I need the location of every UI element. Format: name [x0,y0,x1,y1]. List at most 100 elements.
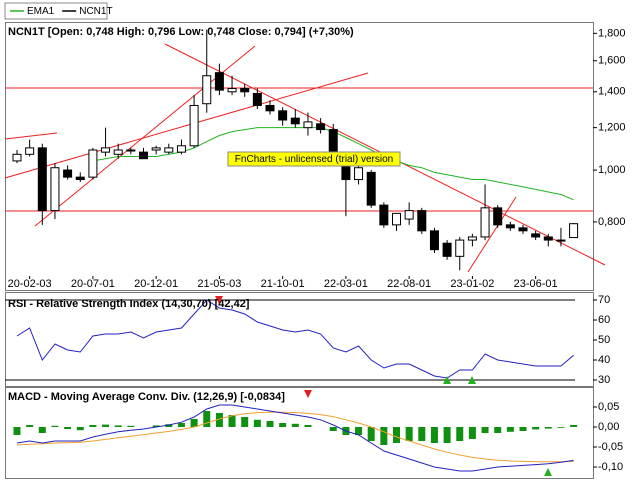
buy-signal [544,468,552,476]
candle-body [303,121,313,129]
histogram-bar [89,425,97,427]
x-tick-label: 21-05-03 [197,278,241,290]
histogram-bar [544,427,552,429]
candle-body [531,233,541,238]
candle-body [227,87,237,93]
histogram-bar [570,425,578,427]
main-panel-frame [5,22,594,291]
candle-body [252,92,262,106]
candle-body [202,75,212,105]
candle-body [290,117,300,125]
candle-body [278,110,288,121]
candle-body [442,242,452,257]
candle-body [113,149,123,155]
candle-body [214,72,224,91]
histogram-bar [76,427,84,431]
histogram-bar [114,425,122,427]
histogram-bar [557,427,565,428]
series-line [16,404,574,472]
watermark-box [227,151,401,167]
candle-body [101,147,111,153]
series-line [16,411,574,463]
candle-body [189,104,199,147]
candle-body [518,227,528,232]
macd-panel-frame [5,387,594,479]
x-tick-label: 20-02-03 [8,278,52,290]
candle-body [493,207,503,226]
histogram-bar [443,427,451,443]
candle-body [63,169,73,178]
x-tick-label: 20-12-01 [134,278,178,290]
y-tick-label: 60 [598,314,610,326]
candle-body [126,149,136,152]
y-tick-label: 0,05 [598,401,619,413]
y-tick-label: 1,800 [598,27,626,39]
candle-body [569,223,579,239]
y-tick-label: 0,00 [598,421,619,433]
legend-label: NCN1T [79,6,112,17]
histogram-bar [355,427,363,435]
chart-title: NCN1T [Open: 0,748 High: 0,796 Low: 0,74… [8,26,354,38]
candle-body [480,207,490,238]
macd-title: MACD - Moving Average Conv. Div. (12,26,… [8,391,285,403]
y-tick-label: 0,800 [598,216,626,228]
candle-body [467,236,477,241]
histogram-bar [26,425,34,427]
histogram-bar [393,427,400,443]
histogram-bar [51,425,59,427]
y-tick-label: 1,600 [598,55,626,67]
x-tick-label: 21-10-01 [261,278,305,290]
histogram-bar [203,411,211,427]
candle-body [417,210,427,232]
series-line [16,299,574,379]
candle-body [543,236,553,241]
watermark: FnCharts - unlicensed (trial) version [235,154,393,165]
y-tick-label: -0,10 [598,461,623,473]
histogram-bar [494,427,502,433]
histogram-bar [190,419,198,427]
histogram-bar [418,427,426,441]
candle-body [316,123,326,131]
y-tick-label: 50 [598,334,610,346]
histogram-bar [405,427,413,441]
sell-signal [304,390,312,398]
x-tick-label: 22-08-01 [387,278,431,290]
candle-body [354,167,364,181]
candle-body [75,176,85,181]
histogram-bar [253,419,261,427]
candle-body [379,204,389,226]
histogram-bar [177,423,185,427]
buy-signal [468,376,476,384]
candle-body [88,149,98,178]
y-tick-label: 40 [598,354,610,366]
candle-body [240,87,250,93]
candle-body [25,147,35,155]
x-tick-label: 23-01-02 [450,278,494,290]
histogram-bar [519,427,527,431]
y-tick-label: 1,400 [598,86,626,98]
y-tick-label: 1,200 [598,122,626,134]
legend-box [4,2,108,20]
histogram-bar [506,427,514,432]
x-tick-label: 23-06-01 [514,278,558,290]
candle-body [429,230,439,251]
plot-layer: 1,800 1,600 1,400 1,200 1,000 0,800 20-02-03 20… [5,27,626,473]
candle-body [556,239,566,242]
histogram-bar [64,427,72,429]
candle-body [176,145,186,153]
candle-body [37,147,47,212]
buy-signal [443,376,451,384]
sell-signal [215,296,223,304]
y-tick-label: 30 [598,374,610,386]
histogram-bar [102,424,110,427]
legend-label: EMA1 [27,6,55,17]
histogram-bar [367,427,375,441]
candle-body [265,104,275,112]
candle-body [392,212,401,226]
histogram-bar [13,427,21,435]
histogram-bar [430,427,438,443]
y-tick-label: 70 [598,294,610,306]
histogram-bar [266,421,274,427]
